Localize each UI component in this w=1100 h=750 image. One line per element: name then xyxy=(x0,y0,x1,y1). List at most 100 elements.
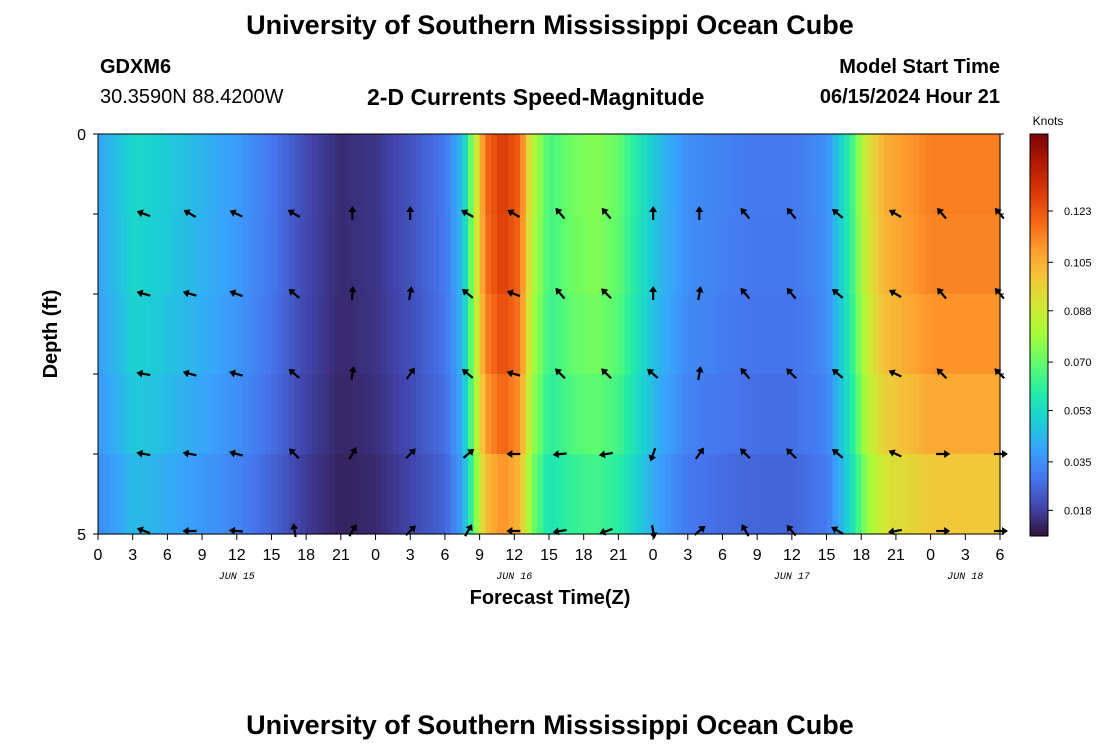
heatmap-cell xyxy=(346,454,354,535)
heatmap-cell xyxy=(433,454,440,535)
heatmap-cell xyxy=(242,214,249,295)
heatmap-cell xyxy=(352,294,359,375)
heatmap-cell xyxy=(814,454,822,535)
heatmap-cell xyxy=(317,134,325,215)
heatmap-cell xyxy=(699,454,706,535)
heatmap-cell xyxy=(843,134,851,215)
heatmap-cell xyxy=(687,374,695,455)
colorbar-tick-label: 0.070 xyxy=(1064,357,1092,369)
heatmap-cell xyxy=(138,374,145,455)
current-vector-arrow xyxy=(182,449,197,458)
heatmap-cell xyxy=(369,454,377,535)
arrow-head xyxy=(936,368,944,376)
heatmap-cell xyxy=(728,454,735,535)
heatmap-cell xyxy=(843,214,851,295)
date-label: JUN 15 xyxy=(219,572,255,583)
heatmap-cell xyxy=(340,214,348,295)
heatmap-cell xyxy=(491,294,498,375)
heatmap-cell xyxy=(953,294,961,375)
current-vector-arrow xyxy=(288,368,300,379)
heatmap-cell xyxy=(265,374,273,455)
heatmap-cell xyxy=(595,214,602,295)
arrow-head xyxy=(649,286,658,292)
heatmap-cell xyxy=(277,134,284,215)
x-tick-label: 0 xyxy=(649,547,658,564)
colorbar-label: Knots xyxy=(1033,114,1064,128)
x-tick-label: 18 xyxy=(297,547,315,564)
heatmap-cell xyxy=(624,374,631,455)
heatmap-cell xyxy=(103,294,111,375)
heatmap-cell xyxy=(421,134,429,215)
heatmap-cell xyxy=(786,134,793,215)
heatmap-cell xyxy=(398,134,406,215)
date-label: JUN 18 xyxy=(947,572,983,583)
heatmap-cell xyxy=(514,134,521,215)
date-label: JUN 17 xyxy=(774,572,810,583)
heatmap-cell xyxy=(265,134,273,215)
heatmap-cell xyxy=(375,294,382,375)
heatmap-cell xyxy=(202,374,209,455)
heatmap-cell xyxy=(190,454,197,535)
x-tick-label: 21 xyxy=(887,547,905,564)
x-tick-label: 0 xyxy=(371,547,380,564)
heatmap-cell xyxy=(930,214,937,295)
current-vectors xyxy=(136,206,1008,539)
heatmap-cell xyxy=(98,294,105,375)
current-vector-arrow xyxy=(555,207,566,220)
heatmap-cell xyxy=(930,294,937,375)
heatmap-cell xyxy=(404,454,411,535)
colorbar-tick-label: 0.035 xyxy=(1064,457,1092,469)
heatmap-cell xyxy=(537,374,544,455)
heatmap-cell xyxy=(277,294,284,375)
heatmap-cell xyxy=(121,374,128,455)
heatmap-cell xyxy=(491,454,498,535)
heatmap-cell xyxy=(178,134,186,215)
heatmap-cell xyxy=(294,134,301,215)
current-vector-arrow xyxy=(831,448,844,459)
heatmap-cell xyxy=(352,374,359,455)
current-vector-arrow xyxy=(936,527,951,535)
heatmap-cell xyxy=(768,134,776,215)
heatmap-cell xyxy=(416,454,423,535)
heatmap-cell xyxy=(647,134,654,215)
current-vector-arrow xyxy=(786,207,797,220)
arrow-head xyxy=(408,525,416,533)
heatmap-cell xyxy=(658,374,666,455)
heatmap-cell xyxy=(930,374,937,455)
heatmap-cell xyxy=(520,214,527,295)
arrow-head xyxy=(228,526,236,535)
heatmap-cell xyxy=(641,134,648,215)
heatmap-cell xyxy=(502,134,510,215)
arrow-head xyxy=(408,367,415,375)
current-vector-arrow xyxy=(552,527,567,536)
heatmap-cell xyxy=(277,214,284,295)
current-vector-arrow xyxy=(555,287,566,300)
heatmap-cell xyxy=(404,374,411,455)
heatmap-cell xyxy=(514,294,521,375)
heatmap-cell xyxy=(687,454,695,535)
current-vector-arrow xyxy=(646,368,659,379)
current-vector-arrow xyxy=(740,367,751,380)
heatmap-cell xyxy=(572,214,579,295)
current-vector-arrow xyxy=(287,209,301,218)
heatmap-cell xyxy=(762,214,770,295)
heatmap-cell xyxy=(612,214,619,295)
heatmap-cell xyxy=(283,294,290,375)
heatmap-cell xyxy=(647,454,654,535)
arrow-head xyxy=(506,369,514,378)
heatmap-cell xyxy=(612,454,619,535)
heatmap-cell xyxy=(456,294,463,375)
x-tick-label: 9 xyxy=(198,547,207,564)
arrow-head xyxy=(601,207,609,216)
heatmap-cell xyxy=(924,454,932,535)
current-vector-arrow xyxy=(136,209,151,218)
current-vector-arrow xyxy=(888,449,902,458)
heatmap-cell xyxy=(739,214,747,295)
arrow-head xyxy=(349,524,357,532)
heatmap-cell xyxy=(919,294,926,375)
heatmap-cell xyxy=(109,214,116,295)
heatmap-cell xyxy=(757,134,764,215)
heatmap-cell xyxy=(566,294,573,375)
heatmap-cell xyxy=(751,294,758,375)
heatmap-cell xyxy=(797,294,805,375)
